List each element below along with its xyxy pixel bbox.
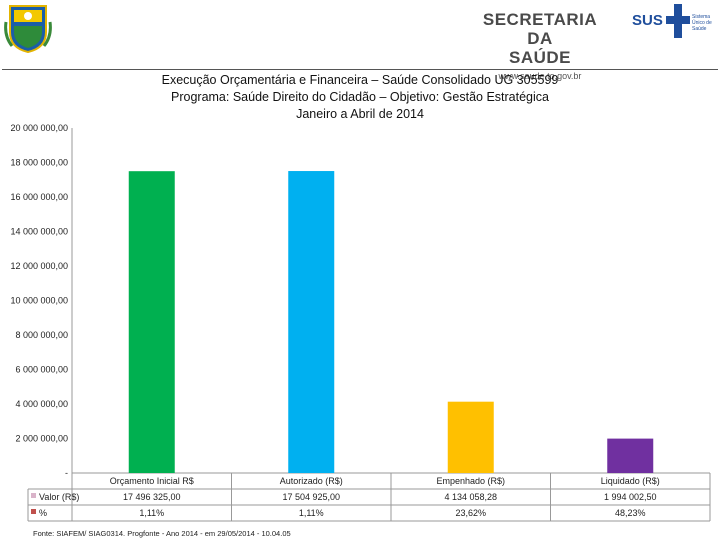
category-label: Liquidado (R$) — [601, 476, 660, 486]
bar-3 — [447, 401, 494, 473]
y-tick-label: 6 000 000,00 — [15, 365, 68, 375]
header-divider — [2, 69, 718, 70]
bar-4 — [607, 438, 654, 473]
data-label: 1,11% — [299, 508, 324, 518]
category-label: Autorizado (R$) — [280, 476, 343, 486]
state-crest-icon — [4, 5, 52, 54]
bar-1 — [128, 171, 175, 473]
source-note: Fonte: SIAFEM/ SIAG0314. Progfonte - Ano… — [33, 529, 291, 538]
data-label: 17 496 325,00 — [123, 492, 181, 502]
y-tick-label: 20 000 000,00 — [10, 123, 68, 133]
series-name-label: Valor (R$) — [39, 492, 79, 502]
y-tick-label: - — [65, 468, 68, 478]
series-marker — [31, 493, 36, 498]
secretaria-logo: SECRETARIA DA SAÚDE www.saude.to.gov.br — [470, 10, 610, 81]
y-tick-label: 16 000 000,00 — [10, 192, 68, 202]
data-label: 4 134 058,28 — [444, 492, 497, 502]
chart-title-line-2: Programa: Saúde Direito do Cidadão – Obj… — [171, 90, 549, 104]
y-tick-label: 4 000 000,00 — [15, 399, 68, 409]
sus-cross-icon — [666, 4, 690, 38]
sus-subtitle: Sistema Único de Saúde — [692, 14, 712, 32]
bar-2 — [288, 171, 335, 473]
chart-title-line-1: Execução Orçamentária e Financeira – Saú… — [161, 73, 559, 87]
data-label: 1,11% — [139, 508, 164, 518]
sus-logo: SUS Sistema Único de Saúde — [632, 4, 718, 44]
y-tick-label: 12 000 000,00 — [10, 261, 68, 271]
data-label: 23,62% — [455, 508, 486, 518]
org-url: www.saude.to.gov.br — [498, 71, 582, 81]
series-name-label: % — [39, 508, 47, 518]
y-tick-label: 14 000 000,00 — [10, 227, 68, 237]
data-label: 17 504 925,00 — [282, 492, 340, 502]
category-label: Empenhado (R$) — [436, 476, 505, 486]
header: SECRETARIA DA SAÚDE www.saude.to.gov.br … — [0, 0, 720, 81]
data-label: 1 994 002,50 — [604, 492, 657, 502]
sus-label: SUS — [632, 12, 663, 29]
y-tick-label: 10 000 000,00 — [10, 296, 68, 306]
chart-title-line-3: Janeiro a Abril de 2014 — [296, 107, 424, 121]
chart-title: Execução Orçamentária e Financeira – Saú… — [100, 72, 620, 123]
org-name-line1: SECRETARIA DA — [482, 10, 598, 48]
data-label: 48,23% — [615, 508, 646, 518]
series-marker — [31, 509, 36, 514]
y-tick-label: 18 000 000,00 — [10, 158, 68, 168]
org-name-line2: SAÚDE — [508, 48, 571, 67]
y-tick-label: 2 000 000,00 — [15, 434, 68, 444]
category-label: Orçamento Inicial R$ — [110, 476, 194, 486]
y-tick-label: 8 000 000,00 — [15, 330, 68, 340]
